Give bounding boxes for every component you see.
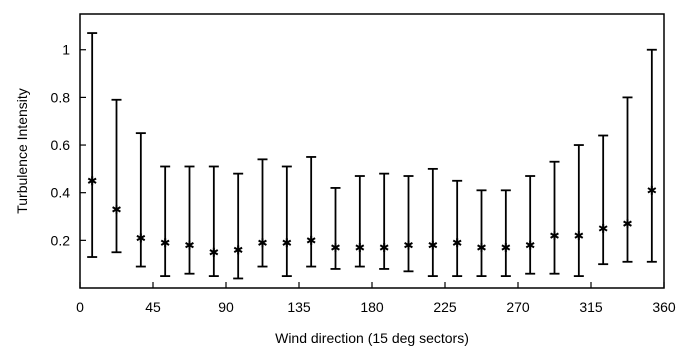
x-tick-label: 45 bbox=[145, 299, 161, 315]
data-point bbox=[477, 242, 486, 252]
asterisk-stroke bbox=[379, 244, 389, 251]
y-axis-ticks: 0.2 0.4 0.6 0.8 1 bbox=[51, 42, 86, 248]
asterisk-stroke bbox=[306, 237, 316, 244]
y-tick-label: 0.8 bbox=[51, 89, 71, 105]
data-point bbox=[209, 247, 219, 257]
data-point bbox=[355, 242, 365, 252]
error-bar bbox=[135, 132, 146, 268]
data-point bbox=[574, 231, 584, 241]
plot-frame bbox=[79, 13, 665, 289]
y-tick-label: 0.6 bbox=[51, 137, 71, 153]
error-bar bbox=[403, 175, 414, 273]
asterisk-stroke bbox=[331, 244, 340, 251]
error-bar bbox=[549, 160, 560, 275]
asterisk-stroke bbox=[355, 244, 365, 251]
data-point bbox=[647, 185, 657, 195]
error-bar bbox=[208, 165, 219, 277]
error-bar bbox=[233, 172, 244, 280]
x-tick-label: 90 bbox=[218, 299, 234, 315]
data-point bbox=[598, 223, 608, 233]
asterisk-stroke bbox=[258, 239, 267, 246]
y-axis-label: Turbulence Intensity bbox=[14, 88, 30, 214]
asterisk-stroke bbox=[428, 241, 438, 249]
asterisk-stroke bbox=[623, 220, 632, 227]
y-tick-label: 1 bbox=[62, 42, 70, 58]
asterisk-stroke bbox=[574, 232, 584, 239]
x-axis-ticks: 0 45 90 135 180 225 270 315 360 bbox=[76, 282, 676, 315]
data-point bbox=[331, 242, 340, 252]
asterisk-stroke bbox=[525, 241, 535, 249]
x-axis-label: Wind direction (15 deg sectors) bbox=[275, 330, 469, 346]
x-tick-label: 180 bbox=[360, 299, 384, 315]
x-tick-label: 135 bbox=[287, 299, 311, 315]
x-tick-label: 315 bbox=[579, 299, 603, 315]
asterisk-stroke bbox=[282, 239, 292, 246]
x-tick-label: 360 bbox=[652, 299, 676, 315]
error-bar bbox=[354, 175, 365, 268]
x-tick-label: 270 bbox=[506, 299, 530, 315]
error-bar bbox=[500, 189, 511, 277]
data-point bbox=[112, 204, 121, 214]
asterisk-stroke bbox=[404, 241, 413, 249]
asterisk-stroke bbox=[452, 239, 462, 246]
error-bar bbox=[379, 172, 390, 270]
error-bar bbox=[281, 165, 292, 277]
asterisk-stroke bbox=[209, 249, 219, 256]
error-bar bbox=[257, 158, 268, 268]
asterisk-stroke bbox=[160, 239, 170, 246]
data-point bbox=[136, 233, 146, 243]
error-bar bbox=[622, 96, 633, 263]
data-point bbox=[258, 238, 267, 248]
error-bars bbox=[87, 32, 657, 280]
error-bar bbox=[87, 32, 98, 258]
error-bar bbox=[306, 156, 317, 268]
data-point bbox=[185, 240, 194, 250]
error-bar bbox=[111, 98, 122, 254]
data-point bbox=[550, 231, 559, 241]
asterisk-stroke bbox=[477, 244, 486, 251]
asterisk-stroke bbox=[136, 234, 146, 242]
data-point bbox=[306, 235, 316, 245]
asterisk-stroke bbox=[185, 241, 194, 249]
error-bar bbox=[330, 187, 341, 270]
data-point bbox=[501, 242, 511, 252]
data-point bbox=[379, 242, 389, 252]
data-point bbox=[160, 238, 170, 248]
error-bar bbox=[598, 134, 609, 266]
y-tick-label: 0.2 bbox=[51, 232, 71, 248]
asterisk-stroke bbox=[647, 187, 657, 194]
asterisk-stroke bbox=[501, 244, 511, 251]
x-tick-label: 0 bbox=[76, 299, 84, 315]
error-bar bbox=[452, 179, 463, 277]
data-point bbox=[428, 240, 438, 250]
asterisk-stroke bbox=[550, 232, 559, 239]
data-point bbox=[404, 240, 413, 250]
error-bar bbox=[646, 48, 657, 263]
data-point bbox=[623, 219, 632, 229]
error-bar bbox=[427, 167, 438, 277]
x-tick-label: 225 bbox=[433, 299, 457, 315]
data-point bbox=[282, 238, 292, 248]
error-bar bbox=[160, 165, 171, 277]
data-point bbox=[452, 238, 462, 248]
asterisk-stroke bbox=[112, 206, 121, 213]
y-tick-label: 0.4 bbox=[51, 185, 71, 201]
error-bar bbox=[573, 144, 584, 277]
data-point bbox=[87, 176, 97, 186]
error-bar bbox=[476, 189, 487, 277]
data-point bbox=[525, 240, 535, 250]
error-bar bbox=[184, 165, 195, 275]
error-bar bbox=[525, 175, 536, 275]
asterisk-stroke bbox=[87, 177, 97, 184]
data-point bbox=[233, 245, 243, 255]
asterisk-stroke bbox=[598, 225, 608, 232]
data-markers bbox=[87, 176, 657, 257]
asterisk-stroke bbox=[233, 246, 243, 253]
